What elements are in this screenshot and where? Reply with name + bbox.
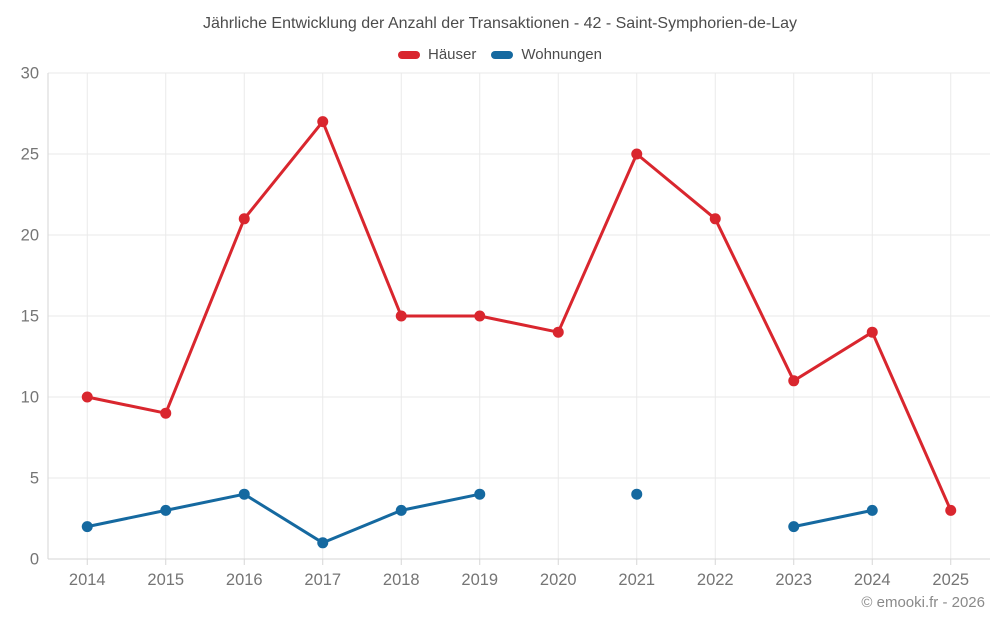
data-point-wohnungen-2021[interactable] xyxy=(631,488,643,500)
chart-legend: Häuser Wohnungen xyxy=(0,46,1000,63)
x-tick-label: 2015 xyxy=(147,571,184,589)
x-tick-label: 2018 xyxy=(383,571,420,589)
x-tick-label: 2019 xyxy=(461,571,498,589)
data-point-häuser-2019[interactable] xyxy=(474,310,486,322)
series-line-häuser xyxy=(85,120,953,512)
legend-label-wohnungen: Wohnungen xyxy=(521,46,602,63)
y-tick-label: 0 xyxy=(30,551,39,569)
data-point-häuser-2021[interactable] xyxy=(631,148,643,160)
y-tick-label: 25 xyxy=(21,146,39,164)
chart-title: Jährliche Entwicklung der Anzahl der Tra… xyxy=(202,15,798,32)
data-point-häuser-2014[interactable] xyxy=(81,391,93,403)
x-tick-label: 2022 xyxy=(697,571,734,589)
data-point-wohnungen-2017[interactable] xyxy=(317,537,329,549)
x-tick-label: 2020 xyxy=(540,571,577,589)
x-tick-label: 2021 xyxy=(618,571,655,589)
y-tick-label: 5 xyxy=(30,470,39,488)
legend-swatch-hauser-icon xyxy=(398,50,420,59)
data-point-häuser-2023[interactable] xyxy=(788,375,800,387)
legend-swatch-wohnungen-icon xyxy=(491,50,514,59)
data-point-wohnungen-2015[interactable] xyxy=(160,504,172,516)
data-point-häuser-2020[interactable] xyxy=(552,326,564,338)
x-tick-label: 2017 xyxy=(304,571,341,589)
x-tick-label: 2025 xyxy=(932,571,969,589)
data-point-wohnungen-2014[interactable] xyxy=(81,521,93,533)
legend-label-hauser: Häuser xyxy=(428,46,477,63)
y-tick-label: 30 xyxy=(21,65,39,83)
y-tick-label: 20 xyxy=(21,227,39,245)
data-point-häuser-2025[interactable] xyxy=(945,504,957,516)
data-point-häuser-2016[interactable] xyxy=(238,213,250,225)
legend-item-hauser[interactable]: Häuser xyxy=(398,46,476,63)
series-line-wohnungen xyxy=(792,508,874,529)
data-point-wohnungen-2019[interactable] xyxy=(474,488,486,500)
data-point-wohnungen-2024[interactable] xyxy=(866,504,878,516)
data-point-häuser-2024[interactable] xyxy=(866,326,878,338)
data-point-wohnungen-2023[interactable] xyxy=(788,521,800,533)
data-point-wohnungen-2016[interactable] xyxy=(238,488,250,500)
copyright-watermark: © emooki.fr - 2026 xyxy=(861,594,985,611)
x-tick-label: 2016 xyxy=(226,571,263,589)
series-line-wohnungen xyxy=(85,492,482,545)
data-point-häuser-2017[interactable] xyxy=(317,116,329,128)
y-tick-label: 10 xyxy=(21,389,39,407)
x-tick-label: 2014 xyxy=(69,571,106,589)
y-tick-label: 15 xyxy=(21,308,39,326)
data-point-wohnungen-2018[interactable] xyxy=(395,504,407,516)
data-point-häuser-2015[interactable] xyxy=(160,407,172,419)
x-tick-label: 2023 xyxy=(775,571,812,589)
legend-item-wohnungen[interactable]: Wohnungen xyxy=(491,46,602,63)
x-tick-label: 2024 xyxy=(854,571,891,589)
data-point-häuser-2022[interactable] xyxy=(709,213,721,225)
data-point-häuser-2018[interactable] xyxy=(395,310,407,322)
